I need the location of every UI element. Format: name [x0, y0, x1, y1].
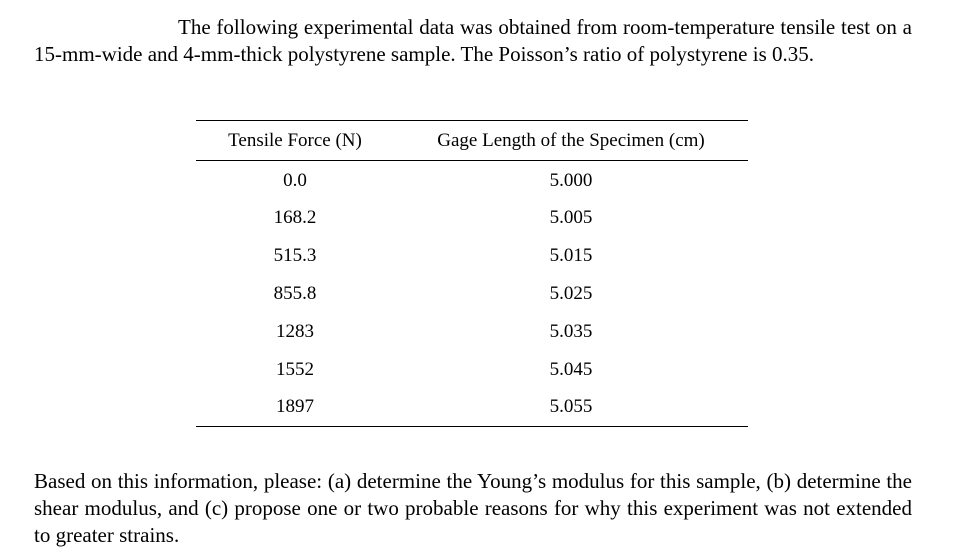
cell-force: 515.3 — [273, 244, 317, 266]
cell-force: 1283 — [276, 320, 314, 342]
cell-length: 5.000 — [549, 170, 593, 192]
table-row: 168.2 5.005 — [196, 199, 748, 237]
header-gage-length: Gage Length of the Specimen (cm) — [437, 129, 705, 151]
cell-length: 5.045 — [549, 358, 593, 380]
cell-length: 5.005 — [549, 206, 593, 228]
cell-length: 5.055 — [549, 396, 593, 418]
cell-force: 0.0 — [283, 170, 307, 192]
data-table: Tensile Force (N) Gage Length of the Spe… — [196, 120, 748, 427]
cell-length: 5.035 — [549, 320, 593, 342]
table-row: 1283 5.035 — [196, 313, 748, 351]
intro-paragraph: The following experimental data was obta… — [34, 15, 912, 66]
table-row: 1897 5.055 — [196, 389, 748, 427]
cell-length: 5.025 — [549, 282, 593, 304]
table-row: 0.0 5.000 — [196, 161, 748, 199]
table-row: 1552 5.045 — [196, 351, 748, 389]
table-row: 515.3 5.015 — [196, 237, 748, 275]
cell-force: 855.8 — [273, 282, 317, 304]
data-table-container: Tensile Force (N) Gage Length of the Spe… — [196, 120, 748, 427]
cell-length: 5.015 — [549, 244, 593, 266]
cell-force: 1897 — [276, 396, 314, 418]
cell-force: 168.2 — [273, 206, 317, 228]
table-header-row: Tensile Force (N) Gage Length of the Spe… — [196, 120, 748, 161]
table-row: 855.8 5.025 — [196, 275, 748, 313]
question-paragraph: Based on this information, please: (a) d… — [34, 469, 912, 547]
cell-force: 1552 — [276, 358, 314, 380]
header-tensile-force: Tensile Force (N) — [228, 129, 362, 151]
